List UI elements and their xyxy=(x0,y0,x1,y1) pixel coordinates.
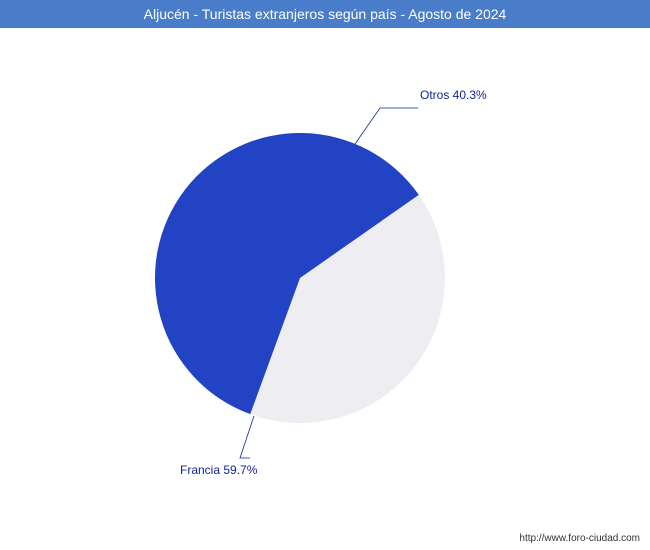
title-bar: Aljucén - Turistas extranjeros según paí… xyxy=(0,0,650,28)
chart-title: Aljucén - Turistas extranjeros según paí… xyxy=(144,6,507,22)
leader-line-francia xyxy=(240,416,254,458)
chart-area: Otros 40.3% Francia 59.7% http://www.foro… xyxy=(0,28,650,550)
slice-label-francia: Francia 59.7% xyxy=(180,463,257,477)
slice-label-otros: Otros 40.3% xyxy=(420,88,487,102)
source-link[interactable]: http://www.foro-ciudad.com xyxy=(519,533,640,544)
chart-container: Aljucén - Turistas extranjeros según paí… xyxy=(0,0,650,550)
leader-line-otros xyxy=(355,108,418,144)
pie-chart xyxy=(0,28,650,550)
